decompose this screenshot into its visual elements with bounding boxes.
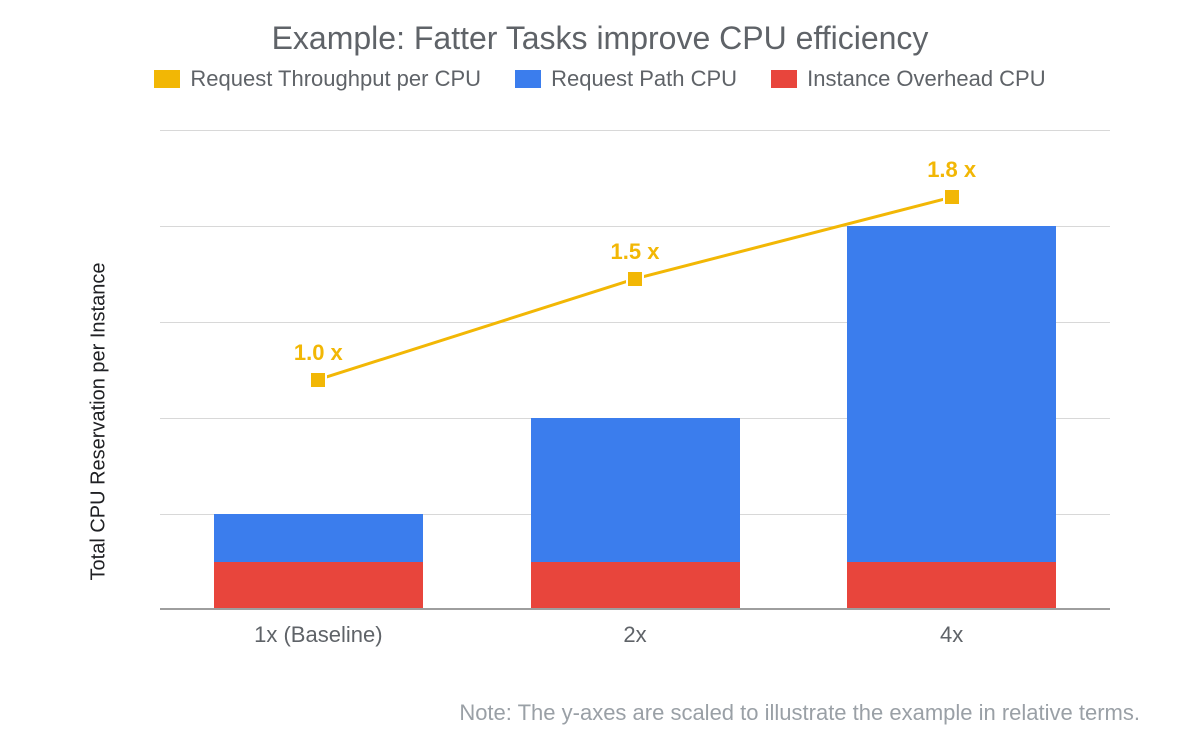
chart-footnote: Note: The y-axes are scaled to illustrat… [459,700,1140,726]
legend-swatch-throughput [154,70,180,88]
throughput-label-0: 1.0 x [294,340,343,366]
throughput-marker-1 [626,270,644,288]
legend-item-request: Request Path CPU [515,66,737,92]
x-label-2: 4x [793,610,1110,648]
x-label-0: 1x (Baseline) [160,610,477,648]
legend-label-overhead: Instance Overhead CPU [807,66,1045,92]
throughput-marker-2 [943,188,961,206]
throughput-polyline [318,197,951,379]
chart-container: { "title": "Example: Fatter Tasks improv… [0,0,1200,742]
legend-label-request: Request Path CPU [551,66,737,92]
throughput-line [160,130,1110,610]
x-label-1: 2x [477,610,794,648]
throughput-label-2: 1.8 x [927,157,976,183]
legend-swatch-request [515,70,541,88]
legend-label-throughput: Request Throughput per CPU [190,66,481,92]
chart-title: Example: Fatter Tasks improve CPU effici… [0,20,1200,57]
legend-swatch-overhead [771,70,797,88]
chart-legend: Request Throughput per CPU Request Path … [0,66,1200,94]
legend-item-overhead: Instance Overhead CPU [771,66,1045,92]
plot-area: 1x (Baseline) 2x 4x 1.0 x 1.5 x 1.8 x [160,130,1110,610]
throughput-marker-0 [309,371,327,389]
throughput-label-1: 1.5 x [611,239,660,265]
legend-item-throughput: Request Throughput per CPU [154,66,481,92]
y-axis-title: Total CPU Reservation per Instance [87,263,110,581]
